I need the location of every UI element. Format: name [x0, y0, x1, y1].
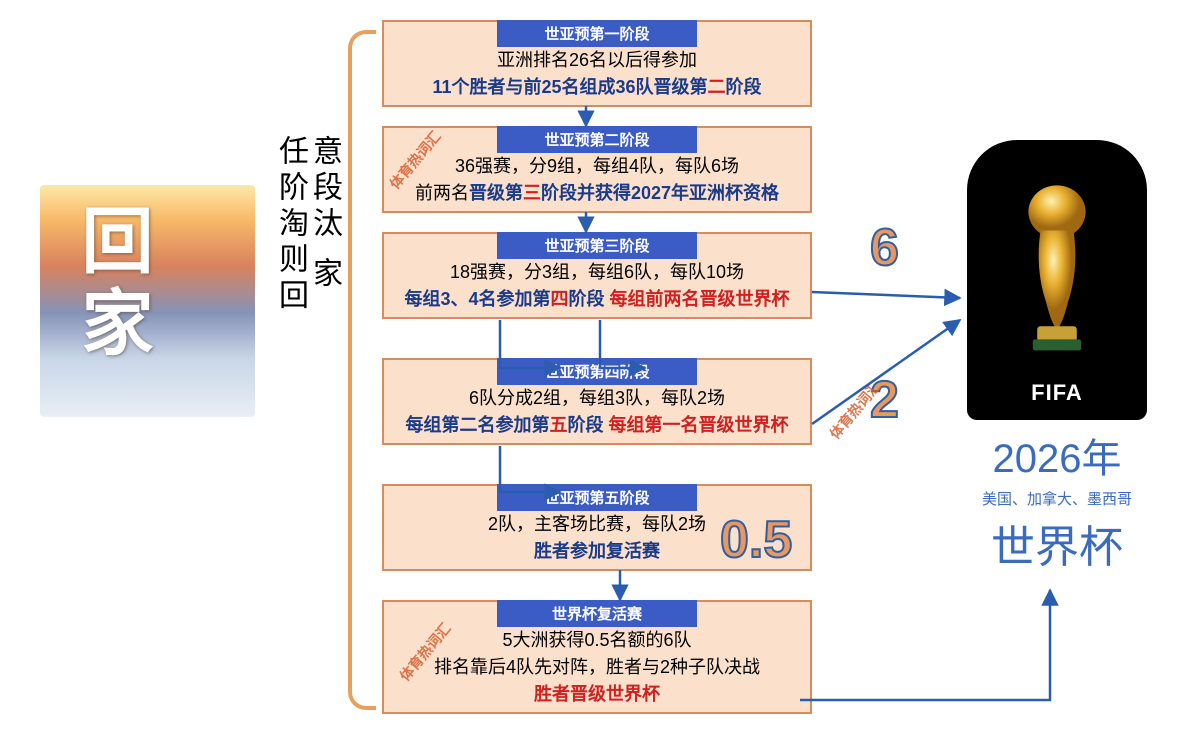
- stage-line: 6队分成2组，每组3队，每队2场: [384, 385, 810, 412]
- qualifier-count: 6: [870, 218, 899, 278]
- stage-box-2: 世亚预第二阶段36强赛，分9组，每组4队，每队6场前两名晋级第三阶段并获得202…: [382, 126, 812, 213]
- left-image-panel: 回家: [40, 185, 255, 417]
- stage-line: 11个胜者与前25名组成36队晋级第二阶段: [384, 74, 810, 101]
- stage-box-6: 世界杯复活赛5大洲获得0.5名额的6队排名靠后4队先对阵，胜者与2种子队决战胜者…: [382, 600, 812, 714]
- worldcup-panel: FIFA 2026年 美国、加拿大、墨西哥 世界杯: [967, 140, 1147, 575]
- stage-box-1: 世亚预第一阶段亚洲排名26名以后得参加11个胜者与前25名组成36队晋级第二阶段: [382, 20, 812, 107]
- stage-line: 排名靠后4队先对阵，胜者与2种子队决战: [384, 654, 810, 681]
- stage-line: 36强赛，分9组，每组4队，每队6场: [384, 153, 810, 180]
- vertical-text-right: 意段汰 家: [302, 135, 346, 293]
- trophy-icon: [1002, 180, 1112, 380]
- bracket: [348, 30, 376, 710]
- left-image-text: 回家: [58, 203, 163, 367]
- qualifier-count: 0.5: [720, 510, 792, 570]
- fifa-label: FIFA: [967, 380, 1147, 406]
- stage-line: 18强赛，分3组，每组6队，每队10场: [384, 259, 810, 286]
- stage-box-3: 世亚预第三阶段18强赛，分3组，每组6队，每队10场每组3、4名参加第四阶段 每…: [382, 232, 812, 319]
- stage-header: 世界杯复活赛: [497, 600, 697, 627]
- stage-header: 世亚预第五阶段: [497, 484, 697, 511]
- stage-header: 世亚预第二阶段: [497, 126, 697, 153]
- stage-line: 每组第二名参加第五阶段 每组第一名晋级世界杯: [384, 412, 810, 439]
- trophy-bg: FIFA: [967, 140, 1147, 420]
- stage-header: 世亚预第四阶段: [497, 358, 697, 385]
- stage-line: 前两名晋级第三阶段并获得2027年亚洲杯资格: [384, 180, 810, 207]
- wc-hosts: 美国、加拿大、墨西哥: [967, 488, 1147, 509]
- stage-box-4: 世亚预第四阶段6队分成2组，每组3队，每队2场每组第二名参加第五阶段 每组第一名…: [382, 358, 812, 445]
- wc-year: 2026年: [967, 426, 1147, 484]
- stage-header: 世亚预第三阶段: [497, 232, 697, 259]
- stage-line: 亚洲排名26名以后得参加: [384, 47, 810, 74]
- stage-header: 世亚预第一阶段: [497, 20, 697, 47]
- stage-line: 胜者晋级世界杯: [384, 681, 810, 708]
- wc-title: 世界杯: [967, 511, 1147, 575]
- stage-line: 每组3、4名参加第四阶段 每组前两名晋级世界杯: [384, 286, 810, 313]
